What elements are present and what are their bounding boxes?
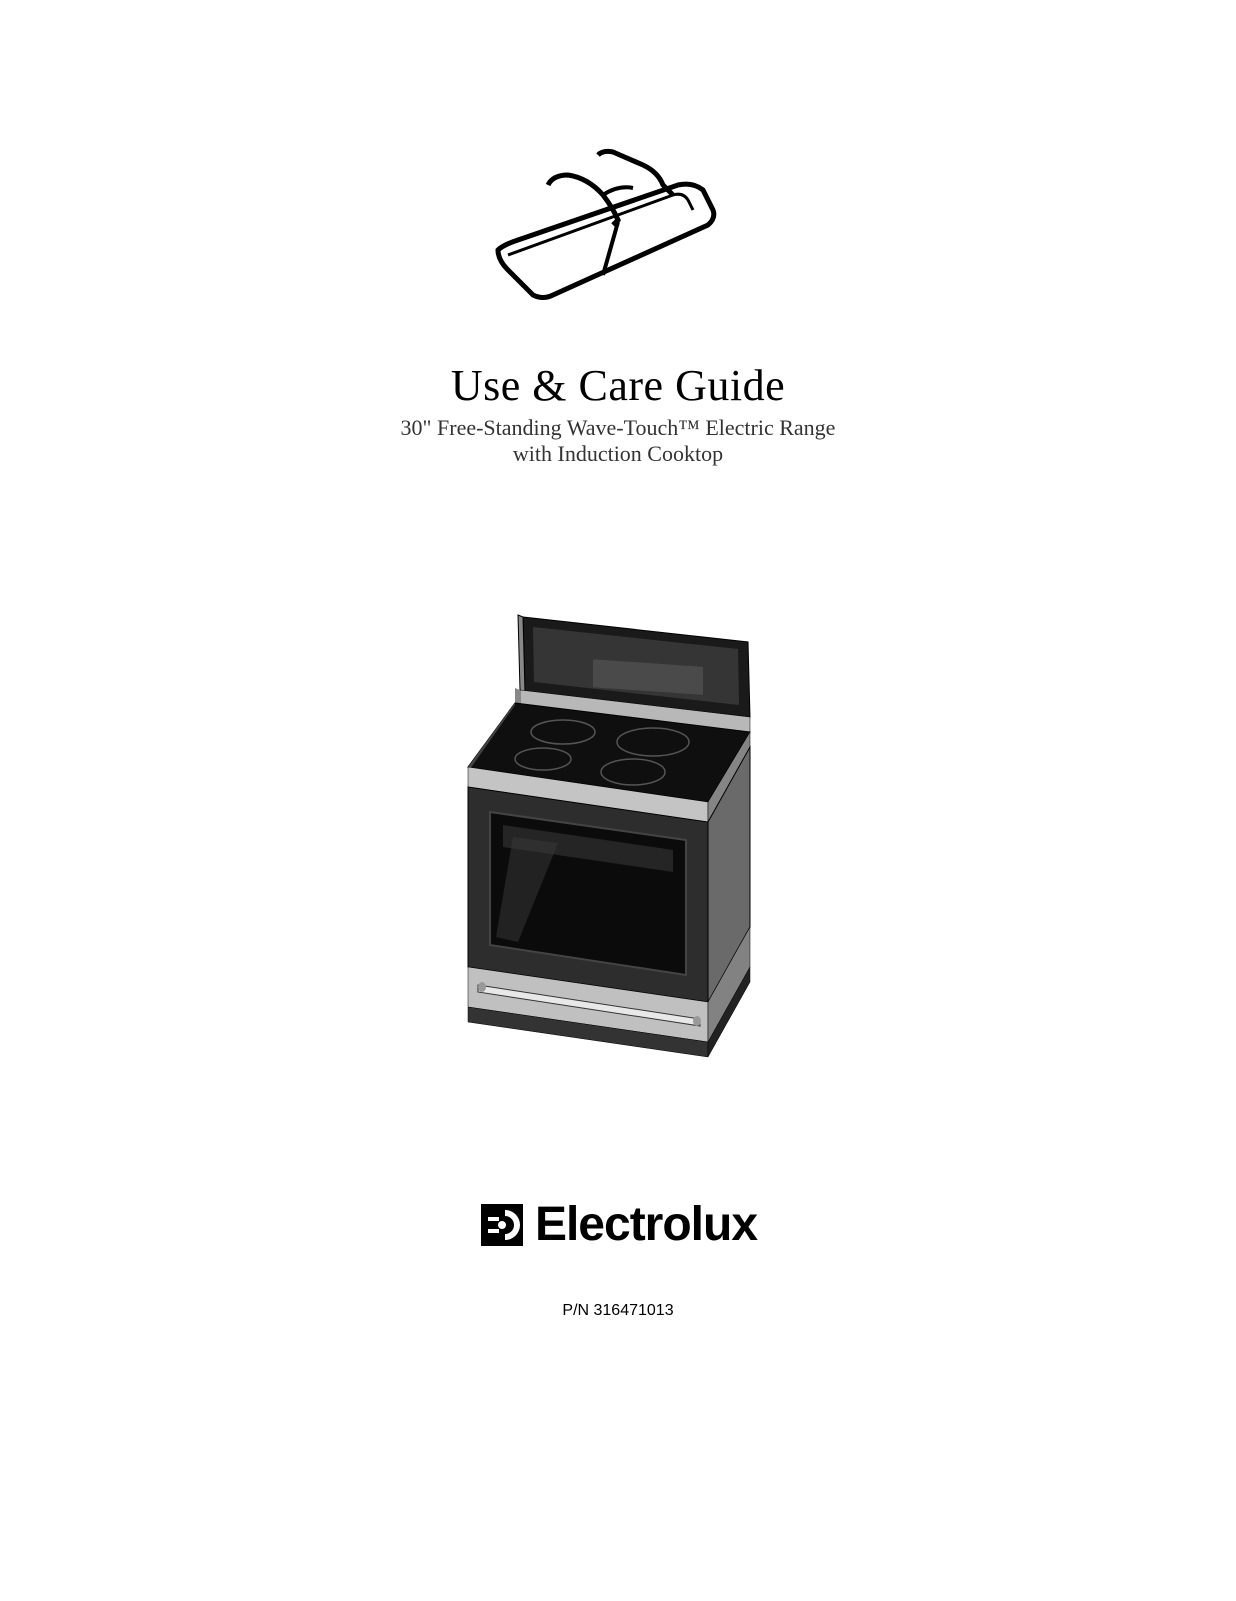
part-number: P/N 316471013 [562, 1302, 673, 1320]
page-title: Use & Care Guide [401, 360, 836, 411]
subtitle-line-2: with Induction Cooktop [401, 441, 836, 467]
title-block: Use & Care Guide 30" Free-Standing Wave-… [401, 360, 836, 467]
electric-range-illustration [418, 587, 818, 1067]
subtitle-line-1: 30" Free-Standing Wave-Touch™ Electric R… [401, 415, 836, 441]
brand-block: Electrolux [479, 1197, 757, 1252]
electrolux-logo-icon [479, 1202, 525, 1248]
product-illustration [418, 587, 818, 1067]
open-book-icon [448, 110, 788, 340]
book-illustration [448, 110, 788, 340]
brand-name: Electrolux [535, 1197, 757, 1252]
